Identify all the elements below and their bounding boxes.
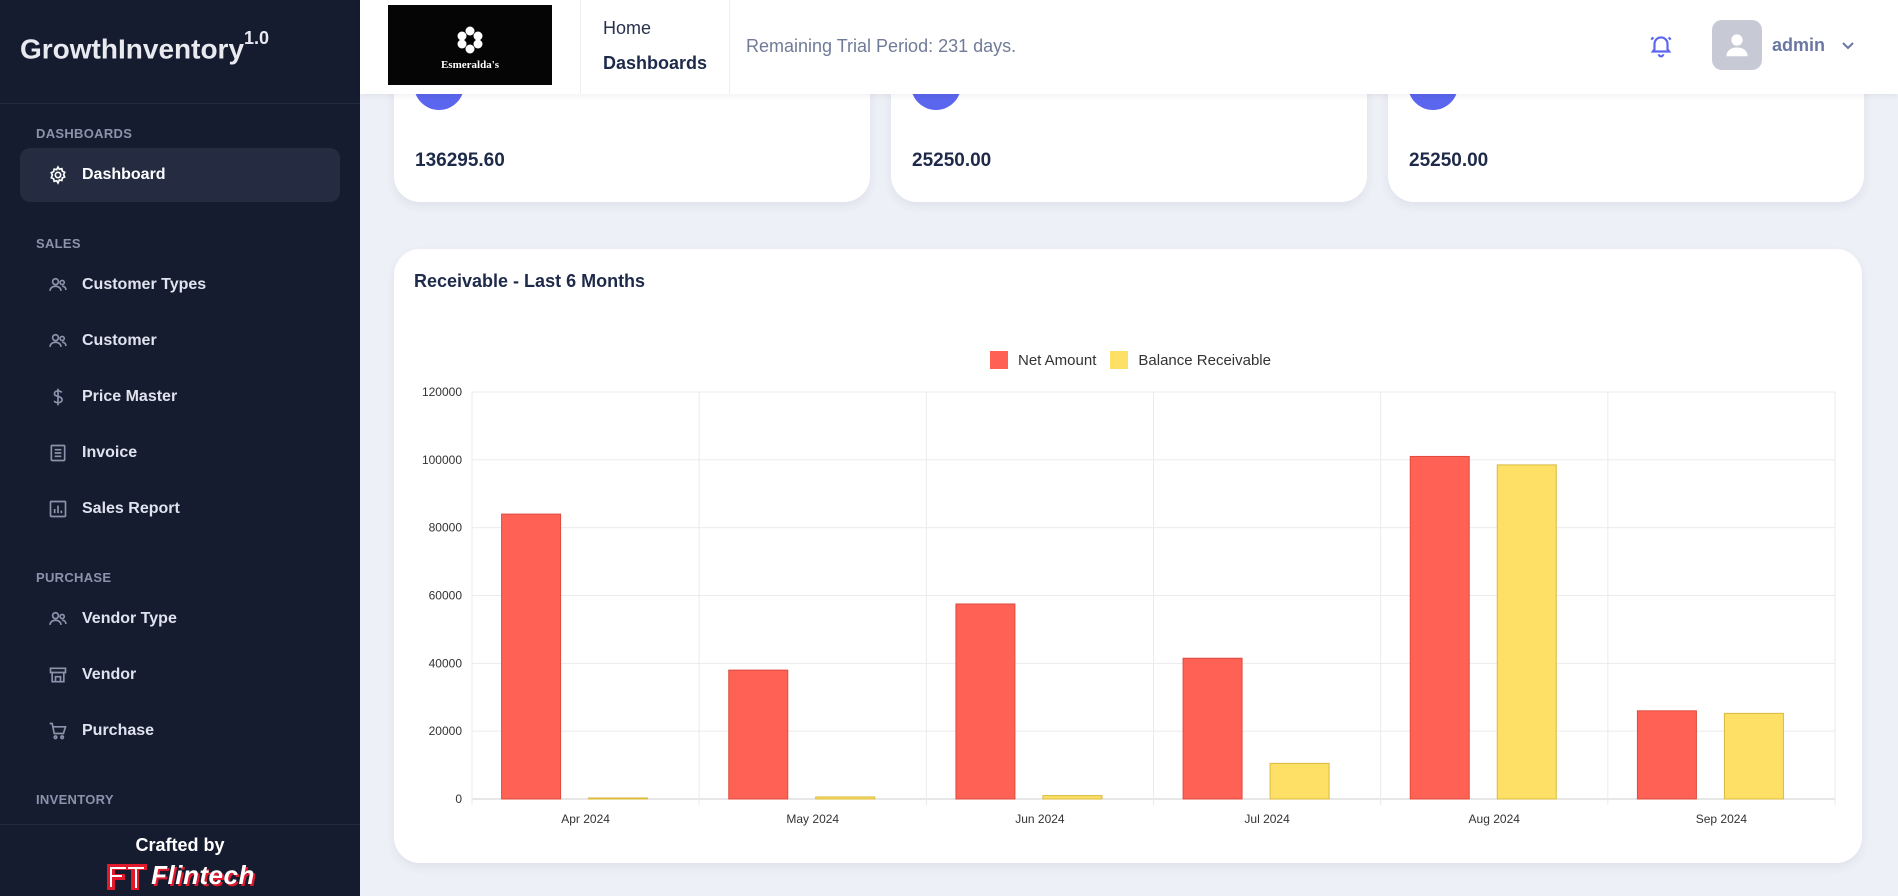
sidebar-item-label: Price Master bbox=[82, 388, 178, 405]
sidebar-item-customer[interactable]: Customer bbox=[20, 314, 340, 368]
bar-net-amount[interactable] bbox=[501, 513, 562, 800]
sidebar-item-label: Customer Types bbox=[82, 276, 207, 293]
app-version: 1.0 bbox=[244, 28, 270, 48]
sidebar-item-label: Sales Report bbox=[82, 500, 180, 517]
flintech-logo[interactable]: Flintech bbox=[0, 858, 360, 892]
x-tick-label: May 2024 bbox=[786, 812, 839, 826]
stat-value: 25250.00 bbox=[912, 150, 992, 171]
crafted-by-label: Crafted by bbox=[135, 835, 225, 855]
sidebar-item-label: Dashboard bbox=[82, 166, 166, 183]
section-title-purchase: PURCHASE bbox=[36, 570, 112, 585]
x-tick-label: Sep 2024 bbox=[1696, 812, 1748, 826]
legend-swatch-balance-receivable[interactable] bbox=[1110, 351, 1129, 369]
sidebar-nav: DASHBOARDS Dashboard SALES Customer Type… bbox=[0, 104, 360, 814]
store-icon bbox=[48, 665, 68, 685]
bar-net-amount[interactable] bbox=[955, 603, 1016, 800]
sidebar-item-label: Customer bbox=[82, 332, 157, 349]
sidebar-item-purchase[interactable]: Purchase bbox=[20, 704, 340, 758]
bar-balance-receivable[interactable] bbox=[1269, 762, 1330, 800]
company-logo[interactable]: Esmeralda's bbox=[388, 5, 552, 85]
sidebar-item-label: Vendor Type bbox=[82, 610, 177, 627]
section-title-inventory: INVENTORY bbox=[36, 792, 114, 807]
chart-title: Receivable - Last 6 Months bbox=[414, 271, 646, 291]
y-tick-label: 80000 bbox=[429, 521, 463, 535]
bar-balance-receivable[interactable] bbox=[588, 797, 649, 800]
section-title-sales: SALES bbox=[36, 236, 81, 251]
gear-icon bbox=[48, 165, 68, 185]
sidebar-item-label: Invoice bbox=[82, 444, 138, 461]
flintech-wordmark: Flintech bbox=[151, 859, 255, 890]
sidebar-item-customer-types[interactable]: Customer Types bbox=[20, 258, 340, 312]
bar-net-amount[interactable] bbox=[1182, 657, 1243, 800]
notification-bell-icon[interactable] bbox=[1648, 32, 1674, 58]
user-name[interactable]: admin bbox=[1772, 35, 1826, 55]
user-icon bbox=[1726, 34, 1748, 57]
sidebar-item-invoice[interactable]: Invoice bbox=[20, 426, 340, 480]
stat-value: 136295.60 bbox=[415, 150, 505, 171]
y-tick-label: 100000 bbox=[422, 453, 462, 467]
y-tick-label: 60000 bbox=[429, 589, 463, 603]
sidebar-item-sales-report[interactable]: Sales Report bbox=[20, 482, 340, 536]
sidebar-item-vendor-type[interactable]: Vendor Type bbox=[20, 592, 340, 646]
x-tick-label: Apr 2024 bbox=[561, 812, 610, 826]
x-tick-label: Jun 2024 bbox=[1015, 812, 1065, 826]
logo-text: Esmeralda's bbox=[440, 59, 500, 71]
bar-balance-receivable[interactable] bbox=[815, 796, 876, 800]
users-icon bbox=[48, 275, 68, 295]
flower-logo-icon bbox=[457, 26, 483, 54]
breadcrumb: Home Dashboards bbox=[580, 0, 731, 94]
breadcrumb-home-link[interactable]: Home bbox=[603, 18, 652, 38]
chart-legend: Net Amount Balance Receivable bbox=[990, 351, 1285, 369]
x-tick-label: Aug 2024 bbox=[1469, 812, 1521, 826]
sidebar-item-vendor[interactable]: Vendor bbox=[20, 648, 340, 702]
y-tick-label: 120000 bbox=[422, 385, 462, 399]
bar-net-amount[interactable] bbox=[728, 669, 789, 800]
sidebar-item-price-master[interactable]: Price Master bbox=[20, 370, 340, 424]
sidebar-item-dashboard[interactable]: Dashboard bbox=[20, 148, 340, 202]
section-title-dashboards: DASHBOARDS bbox=[36, 126, 133, 141]
chevron-down-icon[interactable] bbox=[1840, 37, 1856, 53]
y-tick-label: 0 bbox=[455, 792, 462, 806]
y-tick-label: 20000 bbox=[429, 724, 463, 738]
bar-balance-receivable[interactable] bbox=[1042, 795, 1103, 800]
avatar[interactable] bbox=[1712, 20, 1762, 70]
bar-chart-icon bbox=[48, 499, 68, 519]
sidebar-item-label: Purchase bbox=[82, 722, 155, 739]
cart-icon bbox=[48, 721, 68, 741]
sidebar-item-label: Vendor bbox=[82, 666, 137, 683]
legend-label-balance-receivable[interactable]: Balance Receivable bbox=[1138, 351, 1271, 369]
invoice-icon bbox=[48, 443, 68, 463]
receivable-chart-card: Receivable - Last 6 Months Net Amount Ba… bbox=[394, 249, 1862, 863]
bar-net-amount[interactable] bbox=[1409, 455, 1470, 800]
bar-balance-receivable[interactable] bbox=[1723, 712, 1784, 800]
bar-net-amount[interactable] bbox=[1636, 710, 1697, 800]
breadcrumb-current: Dashboards bbox=[603, 53, 708, 73]
users-icon bbox=[48, 331, 68, 351]
dollar-icon bbox=[48, 387, 68, 407]
stat-value: 25250.00 bbox=[1409, 150, 1489, 171]
bar-chart: 0 20000 40000 60000 80000 100000 120000 Apr 202… bbox=[422, 385, 1836, 826]
x-tick-label: Jul 2024 bbox=[1244, 812, 1290, 826]
users-icon bbox=[48, 609, 68, 629]
legend-label-net-amount[interactable]: Net Amount bbox=[1018, 351, 1097, 369]
trial-notice: Remaining Trial Period: 231 days. bbox=[746, 36, 1017, 56]
flintech-mark-icon bbox=[107, 864, 148, 890]
bar-balance-receivable[interactable] bbox=[1496, 464, 1557, 800]
app-brand[interactable]: GrowthInventory1.0 bbox=[0, 0, 360, 104]
sidebar: GrowthInventory1.0 DASHBOARDS Dashboard … bbox=[0, 0, 360, 896]
topbar: Esmeralda's Home Dashboards Remaining Tr… bbox=[360, 0, 1898, 94]
sidebar-footer: Crafted by Flintech bbox=[0, 824, 360, 896]
app-name: GrowthInventory bbox=[20, 33, 245, 65]
y-tick-label: 40000 bbox=[429, 656, 463, 670]
legend-swatch-net-amount[interactable] bbox=[990, 351, 1008, 369]
